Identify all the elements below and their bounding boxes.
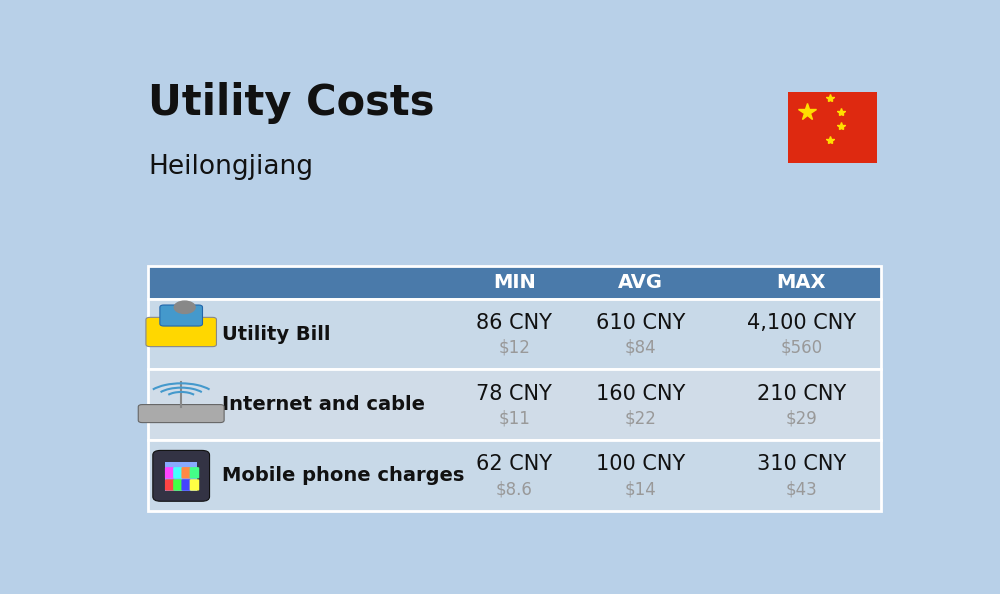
FancyBboxPatch shape [165,467,174,479]
Text: MIN: MIN [493,273,536,292]
Text: $29: $29 [785,410,817,428]
FancyBboxPatch shape [148,266,881,299]
FancyBboxPatch shape [160,305,202,326]
Text: $14: $14 [624,481,656,498]
Text: Utility Costs: Utility Costs [148,83,435,124]
FancyBboxPatch shape [165,462,197,491]
Text: 100 CNY: 100 CNY [596,454,685,475]
FancyBboxPatch shape [153,450,210,501]
Text: $12: $12 [498,339,530,357]
Text: 86 CNY: 86 CNY [476,312,552,333]
Text: Utility Bill: Utility Bill [222,324,330,343]
Text: $22: $22 [624,410,656,428]
Text: $8.6: $8.6 [496,481,533,498]
Text: $560: $560 [780,339,822,357]
FancyBboxPatch shape [146,317,216,347]
Text: $11: $11 [498,410,530,428]
FancyBboxPatch shape [190,467,199,479]
Text: 210 CNY: 210 CNY [757,384,846,403]
FancyBboxPatch shape [788,92,877,163]
Text: 160 CNY: 160 CNY [596,384,685,403]
Text: AVG: AVG [618,273,663,292]
FancyBboxPatch shape [148,299,881,369]
FancyBboxPatch shape [148,440,881,511]
FancyBboxPatch shape [148,369,881,440]
FancyBboxPatch shape [173,467,183,479]
Text: MAX: MAX [776,273,826,292]
Circle shape [174,301,195,314]
Text: Internet and cable: Internet and cable [222,396,425,415]
FancyBboxPatch shape [181,479,191,491]
Text: $84: $84 [625,339,656,357]
Text: Mobile phone charges: Mobile phone charges [222,466,464,485]
FancyBboxPatch shape [173,479,183,491]
Text: 310 CNY: 310 CNY [757,454,846,475]
Text: 78 CNY: 78 CNY [477,384,552,403]
Text: $43: $43 [785,481,817,498]
Text: Heilongjiang: Heilongjiang [148,154,313,181]
Text: 610 CNY: 610 CNY [596,312,685,333]
FancyBboxPatch shape [181,467,191,479]
Text: 4,100 CNY: 4,100 CNY [747,312,856,333]
Text: 62 CNY: 62 CNY [476,454,552,475]
FancyBboxPatch shape [165,479,174,491]
FancyBboxPatch shape [138,405,224,422]
FancyBboxPatch shape [190,479,199,491]
